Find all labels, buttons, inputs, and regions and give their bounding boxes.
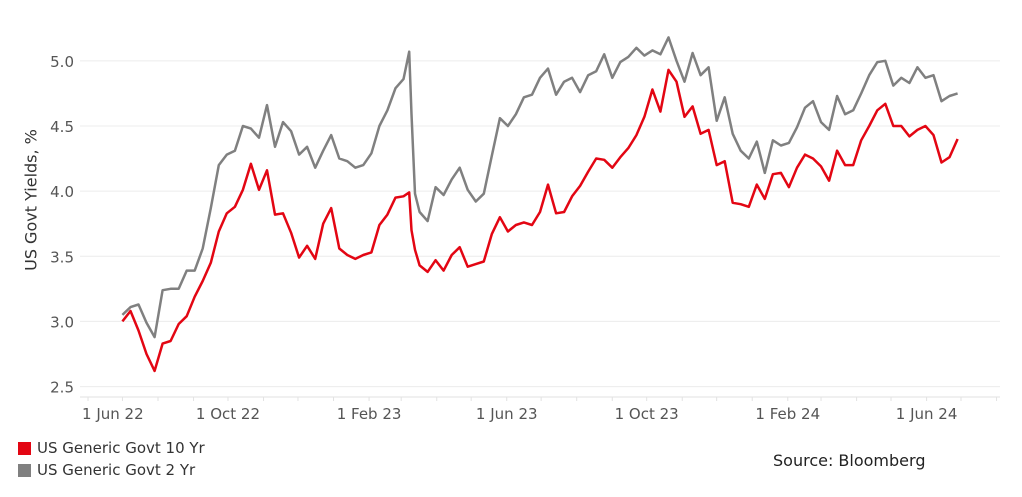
legend-item-10yr: US Generic Govt 10 Yr [18, 437, 205, 459]
x-tick-label: 1 Jun 24 [896, 405, 958, 423]
x-tick-label: 1 Jun 22 [82, 405, 144, 423]
x-tick-label: 1 Oct 23 [615, 405, 679, 423]
y-tick-label: 3.5 [50, 248, 74, 266]
y-tick-label: 3.0 [50, 313, 74, 331]
x-tick-label: 1 Feb 24 [755, 405, 820, 423]
legend: US Generic Govt 10 Yr US Generic Govt 2 … [18, 437, 205, 481]
legend-swatch-2yr [18, 463, 31, 477]
x-tick-label: 1 Jun 23 [476, 405, 538, 423]
y-tick-label: 4.5 [50, 118, 74, 136]
y-tick-label: 2.5 [50, 379, 74, 397]
y-tick-label: 5.0 [50, 53, 74, 71]
legend-item-2yr: US Generic Govt 2 Yr [18, 459, 205, 481]
y-axis-label: US Govt Yields, % [21, 129, 41, 271]
x-tick-label: 1 Oct 22 [196, 405, 260, 423]
x-tick-label: 1 Feb 23 [337, 405, 402, 423]
source-note: Source: Bloomberg [773, 451, 926, 470]
legend-label-2yr: US Generic Govt 2 Yr [37, 461, 196, 479]
legend-swatch-10yr [18, 441, 31, 455]
legend-label-10yr: US Generic Govt 10 Yr [37, 439, 205, 457]
series-line-10yr [121, 68, 959, 373]
series-line-2yr [121, 36, 958, 339]
y-tick-label: 4.0 [50, 183, 74, 201]
